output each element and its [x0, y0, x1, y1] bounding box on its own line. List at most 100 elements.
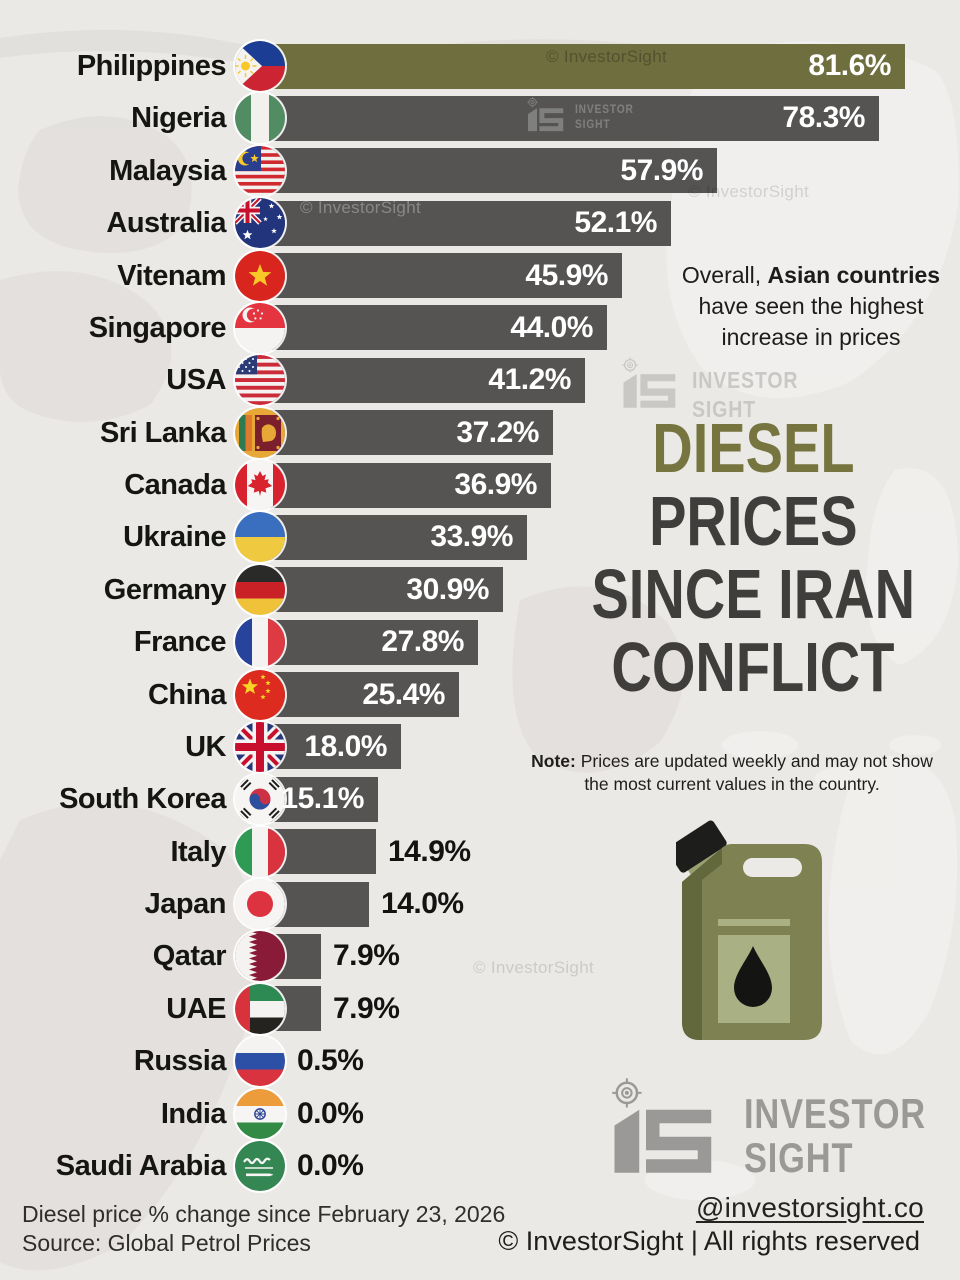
bar — [258, 253, 622, 299]
au-flag-icon — [235, 198, 285, 249]
value-label: 57.9% — [620, 153, 703, 187]
uk-flag-icon — [235, 721, 285, 772]
cn-flag-icon — [235, 669, 285, 720]
country-label: China — [147, 678, 227, 711]
watermark-brand-large: INVESTOR SIGHT — [622, 356, 817, 424]
qa-flag-icon — [235, 931, 285, 982]
title-line-2: PRICES — [648, 482, 858, 560]
country-label: France — [133, 626, 227, 659]
page-title: DIESEL PRICES SINCE IRAN CONFLICT — [545, 412, 960, 704]
kr-flag-icon — [235, 774, 285, 825]
watermark-copyright-1: © InvestorSight — [546, 47, 667, 66]
watermark-brand-bottom: SIGHT — [692, 395, 756, 422]
country-label: Philippines — [76, 50, 227, 82]
title-line-4: CONFLICT — [611, 628, 895, 706]
country-label: Sri Lanka — [99, 416, 227, 449]
value-label: 0.0% — [297, 1148, 364, 1182]
country-label: Saudi Arabia — [55, 1149, 227, 1182]
fr-flag-icon — [235, 617, 285, 668]
title-line-3: SINCE IRAN — [591, 555, 915, 633]
bar — [258, 200, 671, 246]
country-label: Japan — [144, 888, 227, 921]
country-label: Russia — [133, 1045, 227, 1078]
in-flag-icon — [235, 1088, 285, 1139]
country-label: Qatar — [152, 940, 227, 973]
brand-name: INVESTOR SIGHT — [744, 1090, 926, 1181]
bar — [258, 43, 905, 89]
title-line-1: DIESEL — [651, 409, 855, 487]
value-label: 7.9% — [333, 939, 400, 973]
it-flag-icon — [235, 826, 285, 877]
watermark-brand-top: INVESTOR — [692, 367, 799, 393]
value-label: 15.1% — [281, 782, 364, 816]
watermark-copyright-2: © InvestorSight — [688, 182, 809, 201]
country-label: UK — [185, 730, 226, 763]
value-label: 0.0% — [297, 1096, 364, 1130]
ca-flag-icon — [235, 460, 285, 511]
watermark-brand-small: INVESTOR SIGHT — [527, 96, 644, 132]
ng-flag-icon — [235, 93, 285, 144]
bar — [258, 148, 717, 194]
insight-highlight: Asian countries — [767, 262, 941, 288]
country-label: Ukraine — [123, 521, 226, 554]
bar — [258, 567, 503, 613]
investorsight-logo-icon — [612, 1076, 716, 1175]
value-label: 45.9% — [525, 258, 608, 292]
ph-flag-icon — [235, 41, 285, 91]
value-label: 37.2% — [456, 415, 539, 449]
country-label: Australia — [106, 207, 226, 240]
country-label: Canada — [124, 469, 226, 502]
social-handle-link[interactable]: @investorsight.co — [695, 1192, 924, 1223]
watermark-copyright-4: © InvestorSight — [473, 958, 594, 977]
note-text: Note: Prices are updated weekly and may … — [531, 751, 933, 794]
insight-text: Overall, Asian countries have seen the h… — [681, 262, 941, 350]
country-label: Vitenam — [117, 259, 226, 292]
bar — [258, 357, 585, 403]
rights-text: © InvestorSight | All rights reserved — [498, 1226, 920, 1256]
ae-flag-icon — [235, 983, 285, 1034]
lk-flag-icon — [235, 407, 285, 458]
watermark-copyright-3: © InvestorSight — [300, 198, 421, 217]
country-label: Germany — [103, 573, 227, 606]
bar — [258, 305, 607, 351]
bar — [258, 514, 527, 560]
vn-flag-icon — [235, 250, 285, 301]
value-label: 44.0% — [510, 310, 593, 344]
value-label: 33.9% — [430, 520, 513, 554]
value-label: 25.4% — [362, 677, 445, 711]
country-label: South Korea — [59, 783, 226, 816]
bar — [258, 672, 459, 718]
de-flag-icon — [235, 564, 285, 615]
my-flag-icon — [235, 145, 285, 196]
value-label: 78.3% — [782, 101, 865, 135]
value-label: 36.9% — [454, 468, 537, 502]
country-label: Nigeria — [131, 102, 226, 135]
country-label: Singapore — [88, 311, 227, 344]
value-label: 0.5% — [297, 1044, 364, 1078]
value-label: 52.1% — [574, 206, 657, 240]
bar-chart: Philippines 81.6% Nigeria 78.3% Malaysia 57.9… — [55, 41, 905, 1191]
value-label: 7.9% — [333, 991, 400, 1025]
jp-flag-icon — [235, 879, 285, 930]
value-label: 81.6% — [808, 49, 891, 82]
value-label: 41.2% — [488, 363, 571, 397]
value-label: 14.9% — [388, 834, 471, 868]
ru-flag-icon — [235, 1036, 285, 1087]
jerrycan-illustration — [676, 820, 822, 1040]
value-label: 30.9% — [406, 572, 489, 606]
bar — [258, 410, 553, 456]
country-label: Italy — [170, 835, 226, 868]
bar — [258, 619, 478, 665]
investorsight-logo-icon — [622, 356, 678, 409]
chart-caption: Diesel price % change since February 23,… — [22, 1201, 506, 1227]
value-label: 18.0% — [304, 729, 387, 763]
bar — [258, 95, 879, 141]
bar — [258, 462, 551, 508]
value-label: 27.8% — [381, 625, 464, 659]
sg-flag-icon — [235, 302, 285, 353]
sa-flag-icon — [235, 1140, 285, 1191]
value-label: 14.0% — [381, 887, 464, 921]
watermark-brand-bottom: SIGHT — [575, 117, 611, 131]
